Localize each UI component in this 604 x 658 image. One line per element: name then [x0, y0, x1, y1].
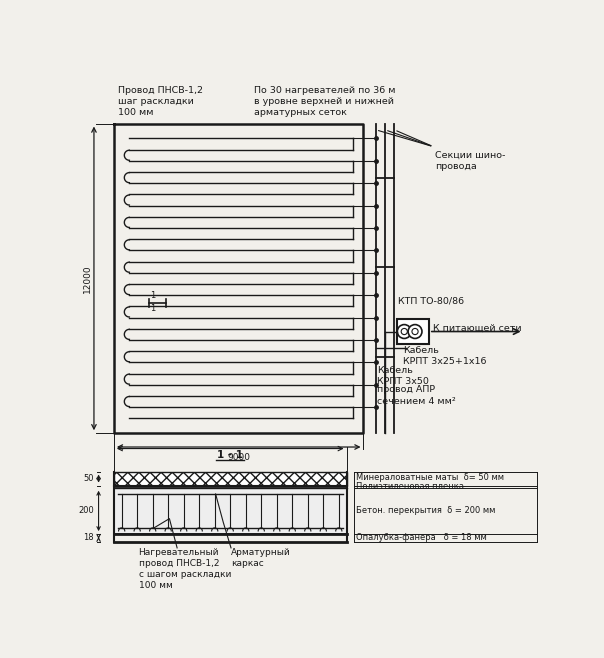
Bar — [114, 472, 347, 486]
Text: 1 - 1: 1 - 1 — [217, 450, 243, 460]
Text: провод АПР
сечением 4 мм²: провод АПР сечением 4 мм² — [378, 386, 456, 405]
Text: Кабель
КРПТ 3х50: Кабель КРПТ 3х50 — [378, 366, 429, 386]
Text: По 30 нагревателей по 36 м
в уровне верхней и нижней
арматурных сеток: По 30 нагревателей по 36 м в уровне верх… — [254, 86, 396, 118]
Text: Кабель
КРПТ 3х25+1х16: Кабель КРПТ 3х25+1х16 — [403, 346, 486, 367]
Text: Бетон. перекрытия  δ = 200 мм: Бетон. перекрытия δ = 200 мм — [356, 505, 495, 515]
Text: КТП ТО-80/86: КТП ТО-80/86 — [398, 296, 464, 305]
Bar — [397, 319, 429, 344]
Text: 1: 1 — [150, 304, 155, 313]
Text: Полиэтиленовая пленка: Полиэтиленовая пленка — [356, 482, 464, 491]
Text: Провод ПНСВ-1,2
шаг раскладки
100 мм: Провод ПНСВ-1,2 шаг раскладки 100 мм — [118, 86, 203, 118]
Text: К питающей сети: К питающей сети — [432, 324, 521, 333]
Text: 9000: 9000 — [227, 453, 250, 462]
Circle shape — [397, 324, 411, 338]
Text: 18: 18 — [83, 534, 94, 542]
Text: 1: 1 — [150, 291, 155, 300]
Text: 12000: 12000 — [83, 264, 92, 293]
Text: Секции шино-
провода: Секции шино- провода — [435, 151, 506, 170]
Text: 50: 50 — [83, 474, 94, 483]
Text: Арматурный
каркас: Арматурный каркас — [231, 548, 291, 568]
Text: Нагревательный
провод ПНСВ-1,2
с шагом раскладки
100 мм: Нагревательный провод ПНСВ-1,2 с шагом р… — [138, 548, 231, 590]
Circle shape — [408, 324, 422, 338]
Bar — [114, 488, 347, 534]
Text: 200: 200 — [78, 507, 94, 515]
Text: Опалубка-фанера   δ = 18 мм: Опалубка-фанера δ = 18 мм — [356, 532, 486, 542]
Text: Минераловатные маты  δ= 50 мм: Минераловатные маты δ= 50 мм — [356, 473, 504, 482]
